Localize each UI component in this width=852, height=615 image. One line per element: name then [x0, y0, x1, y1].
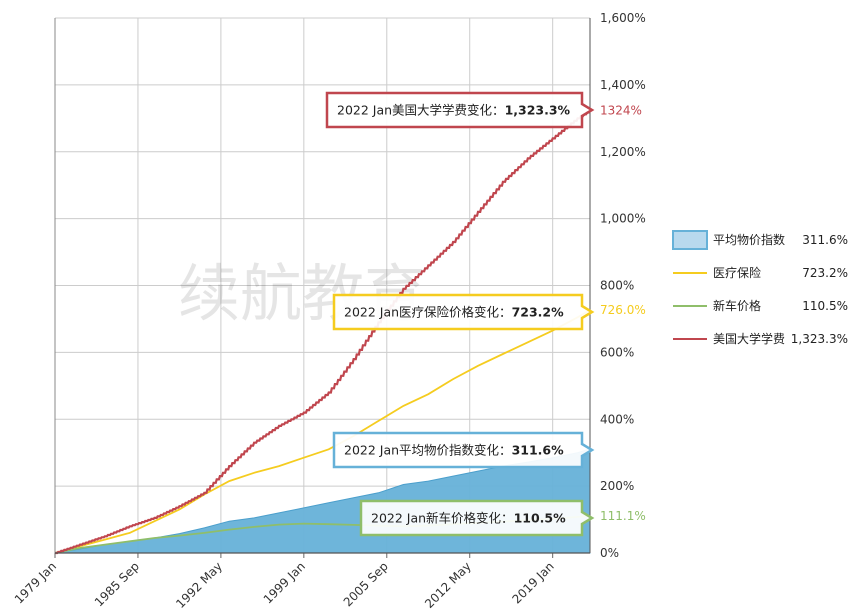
legend-name: 医疗保险: [713, 265, 761, 280]
annotation-2: 2022 Jan新车价格变化：110.5%: [359, 499, 595, 537]
annotation-prefix: 2022 Jan医疗保险价格变化：: [344, 305, 512, 320]
legend-name: 新车价格: [713, 298, 761, 313]
x-tick-label: 2012 May: [422, 559, 474, 611]
x-tick-label: 1979 Jan: [12, 559, 59, 606]
y-tick-label: 1,200%: [600, 145, 646, 159]
annotation-prefix: 2022 Jan新车价格变化：: [371, 511, 514, 526]
annotation-prefix: 2022 Jan平均物价指数变化：: [344, 443, 512, 458]
series-line-3: [55, 109, 592, 555]
x-tick-label: 1992 May: [173, 559, 225, 611]
annotation-text: 2022 Jan新车价格变化：110.5%: [371, 511, 566, 526]
annotations: 2022 Jan美国大学学费变化：1,323.3% 2022 Jan医疗保险价格变…: [325, 91, 595, 537]
legend-item-1[interactable]: 医疗保险 723.2%: [673, 265, 848, 280]
y-tick-label: 0%: [600, 546, 619, 560]
x-tick-label: 2019 Jan: [510, 559, 557, 606]
annotation-text: 2022 Jan美国大学学费变化：1,323.3%: [337, 103, 571, 118]
legend-item-3[interactable]: 美国大学学费 1,323.3%: [673, 331, 848, 346]
legend-value: 1,323.3%: [791, 332, 848, 346]
annotation-value: 311.6%: [512, 443, 565, 458]
annotation-text: 2022 Jan平均物价指数变化：311.6%: [344, 443, 564, 458]
y-tick-label: 600%: [600, 345, 634, 359]
end-label-2: 111.1%: [600, 509, 646, 523]
legend-item-2[interactable]: 新车价格 110.5%: [673, 298, 848, 313]
annotation-value: 723.2%: [512, 305, 565, 320]
annotation-0: 2022 Jan平均物价指数变化：311.6%: [332, 431, 595, 469]
annotation-box: [359, 499, 595, 537]
annotation-prefix: 2022 Jan美国大学学费变化：: [337, 103, 505, 118]
annotation-box: [325, 91, 595, 129]
end-label-3: 1324%: [600, 103, 642, 117]
annotation-box: [332, 431, 595, 469]
x-tick-label: 2005 Sep: [341, 559, 391, 609]
series-line-1: [54, 309, 591, 554]
y-tick-label: 800%: [600, 279, 634, 293]
legend-value: 311.6%: [802, 233, 848, 247]
annotation-3: 2022 Jan美国大学学费变化：1,323.3%: [325, 91, 595, 129]
y-tick-label: 200%: [600, 479, 634, 493]
legend-name: 美国大学学费: [713, 331, 785, 346]
annotation-box: [332, 293, 595, 331]
legend-item-0[interactable]: 平均物价指数 311.6%: [672, 230, 848, 250]
annotation-value: 1,323.3%: [505, 103, 571, 118]
y-tick-label: 1,000%: [600, 212, 646, 226]
annotation-text: 2022 Jan医疗保险价格变化：723.2%: [344, 305, 564, 320]
x-tick-label: 1985 Sep: [92, 559, 142, 609]
annotation-value: 110.5%: [514, 511, 567, 526]
x-tick-label: 1999 Jan: [261, 559, 308, 606]
annotation-1: 2022 Jan医疗保险价格变化：723.2%: [332, 293, 595, 331]
legend-name: 平均物价指数: [713, 232, 785, 247]
legend-value: 110.5%: [802, 299, 848, 313]
y-tick-label: 1,600%: [600, 11, 646, 25]
y-tick-label: 1,400%: [600, 78, 646, 92]
y-tick-label: 400%: [600, 412, 634, 426]
legend[interactable]: 平均物价指数 311.6% 医疗保险 723.2% 新车价格 110.5% 美国大学学费 1,…: [672, 230, 848, 346]
legend-swatch: [672, 230, 708, 250]
legend-value: 723.2%: [802, 266, 848, 280]
end-label-1: 726.0%: [600, 303, 646, 317]
